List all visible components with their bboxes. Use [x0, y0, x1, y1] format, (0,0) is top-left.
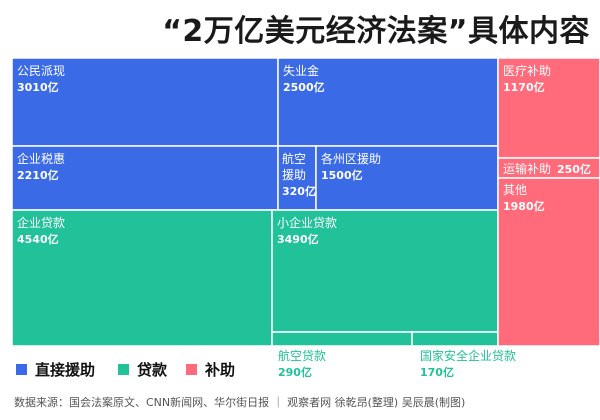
treemap-tile [11, 145, 279, 211]
tile-label: 国家安全企业贷款 [420, 348, 516, 363]
tile-value: 170亿 [420, 365, 454, 379]
treemap-tile [11, 57, 279, 147]
tile-value: 250亿 [557, 162, 591, 176]
legend-swatch-subsidies [186, 363, 197, 375]
tile-value: 4540亿 [17, 232, 59, 246]
tile-label: 失业金 [283, 63, 319, 78]
legend-label-direct-aid: 直接援助 [35, 360, 96, 379]
tile-value: 290亿 [278, 365, 312, 379]
tile-label: 其他 [503, 183, 527, 197]
tile-value: 1980亿 [503, 199, 545, 213]
tile-value: 3010亿 [17, 80, 59, 94]
tile-value: 3490亿 [277, 232, 319, 246]
legend-item-subsidies: 补助 [186, 360, 236, 379]
treemap-tile [497, 57, 600, 159]
treemap-tile [411, 331, 499, 347]
treemap-tile [271, 331, 413, 347]
legend-swatch-direct-aid [16, 363, 27, 375]
legend-swatch-loans [118, 363, 129, 375]
legend-item-loans: 贷款 [118, 360, 168, 379]
tile-label: 企业税惠 [17, 151, 65, 166]
tile-label: 运输补助 [503, 161, 551, 176]
tile-label: 援助 [282, 168, 306, 182]
tile-label: 航空 [282, 151, 306, 166]
tile-label: 各州区援助 [321, 151, 381, 166]
tile-label: 公民派现 [17, 64, 65, 78]
chart-title: “2万亿美元经济法案”具体内容 [162, 14, 590, 49]
treemap-tile [277, 57, 499, 147]
source-note: 数据来源：国会法案原文、CNN新闻网、华尔街日报 ｜ 观察者网 徐乾昂(整理) … [14, 396, 466, 409]
tile-label: 小企业贷款 [277, 215, 337, 230]
tile-value: 2500亿 [283, 80, 325, 94]
legend-item-direct-aid: 直接援助 [16, 360, 96, 379]
tile-value: 1170亿 [503, 80, 545, 94]
tile-value: 2210亿 [17, 168, 59, 182]
tile-value: 1500亿 [321, 168, 363, 182]
tile-label: 航空贷款 [278, 348, 326, 363]
tile-label: 医疗补助 [503, 64, 551, 78]
tile-value: 320亿 [282, 184, 316, 198]
treemap-tile [11, 209, 273, 347]
treemap-tile [497, 177, 600, 347]
legend-label-loans: 贷款 [137, 360, 168, 379]
tile-label: 企业贷款 [17, 215, 65, 230]
legend-label-subsidies: 补助 [205, 360, 236, 379]
